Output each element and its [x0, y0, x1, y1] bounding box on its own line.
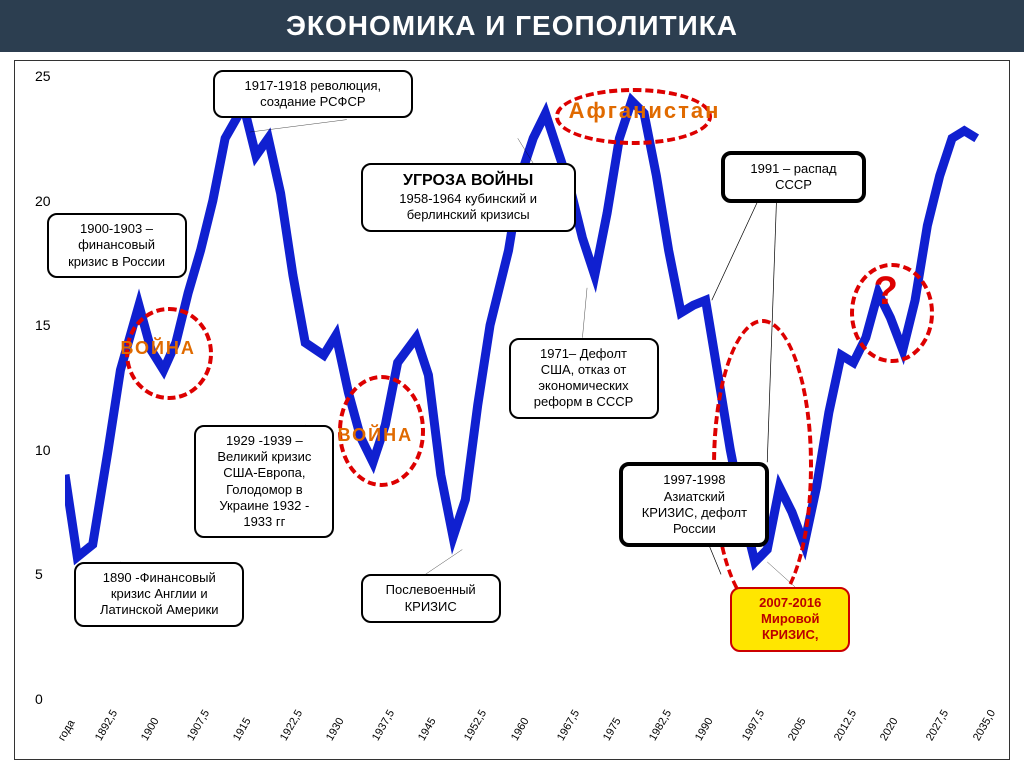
callout: 1997-1998 Азиатский КРИЗИС, дефолт Росси… [619, 462, 769, 547]
war-label: Афганистан [569, 98, 721, 124]
x-tick: 1982,5 [647, 708, 674, 743]
callout: 1917-1918 революция, создание РСФСР [213, 70, 413, 119]
chart-area: 0 5 10 15 20 25 года 1892,5 1900 1907,5 1915 1922,5… [14, 60, 1010, 760]
callout: 1900-1903 – финансовый кризис в России [47, 213, 187, 278]
x-tick: 1990 [693, 716, 716, 743]
x-tick: 2005 [786, 716, 809, 743]
y-tick: 25 [35, 68, 51, 84]
y-tick: 15 [35, 317, 51, 333]
callout: 1971– Дефолт США, отказ от экономических… [509, 338, 659, 419]
war-label: ВОЙНА [338, 425, 414, 446]
y-tick: 0 [35, 691, 43, 707]
x-tick: 1945 [416, 716, 439, 743]
y-tick: 5 [35, 566, 43, 582]
x-label-first: года [56, 718, 77, 743]
x-tick: 1892,5 [93, 708, 120, 743]
x-tick: 2035,0 [971, 708, 998, 743]
x-tick: 1915 [231, 716, 254, 743]
x-tick: 2027,5 [924, 708, 951, 743]
x-tick: 1975 [601, 716, 624, 743]
callout: Послевоенный КРИЗИС [361, 574, 501, 623]
x-tick: 1937,5 [370, 708, 397, 743]
y-tick: 10 [35, 442, 51, 458]
x-tick: 1997,5 [740, 708, 767, 743]
callout: УГРОЗА ВОЙНЫ1958-1964 кубинский и берлин… [361, 163, 576, 232]
page-title: ЭКОНОМИКА И ГЕОПОЛИТИКА [0, 10, 1024, 42]
x-tick: 2012,5 [832, 708, 859, 743]
question-mark: ? [874, 269, 898, 314]
x-tick: 1922,5 [278, 708, 305, 743]
plot: 0510152025года1892,519001907,519151922,5… [65, 76, 989, 699]
x-tick: 2020 [878, 716, 901, 743]
page-header: ЭКОНОМИКА И ГЕОПОЛИТИКА [0, 0, 1024, 52]
callout: 1890 -Финансовый кризис Англии и Латинск… [74, 562, 244, 627]
x-tick: 1930 [324, 716, 347, 743]
x-tick: 1967,5 [555, 708, 582, 743]
callout: 1991 – распад СССР [721, 151, 866, 204]
x-tick: 1960 [509, 716, 532, 743]
callout: 2007-2016 Мировой КРИЗИС, [730, 587, 850, 652]
x-tick: 1900 [139, 716, 162, 743]
y-tick: 20 [35, 193, 51, 209]
war-label: ВОЙНА [120, 338, 196, 359]
x-tick: 1907,5 [185, 708, 212, 743]
x-tick: 1952,5 [462, 708, 489, 743]
callout: 1929 -1939 – Великий кризис США-Европа, … [194, 425, 334, 539]
